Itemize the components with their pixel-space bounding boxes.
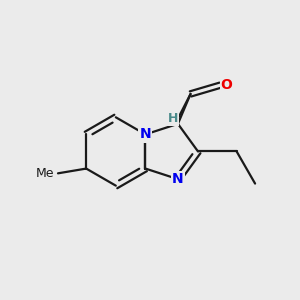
Text: H: H [167, 112, 178, 125]
Text: N: N [172, 172, 184, 186]
Text: Me: Me [36, 167, 54, 180]
Text: N: N [140, 128, 151, 141]
Text: O: O [221, 78, 232, 92]
